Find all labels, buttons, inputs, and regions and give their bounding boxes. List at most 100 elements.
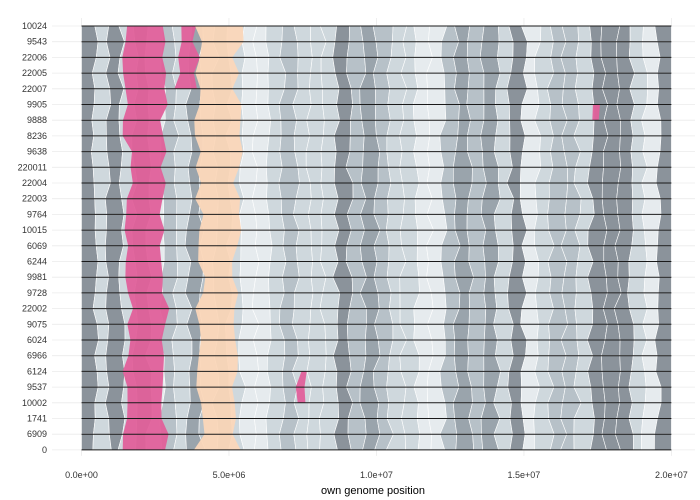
- alignment-band: [91, 151, 110, 168]
- alignment-band: [306, 433, 321, 451]
- alignment-band: [452, 323, 470, 341]
- alignment-band: [173, 371, 191, 388]
- alignment-band: [602, 72, 620, 90]
- alignment-band: [256, 355, 268, 372]
- alignment-band: [444, 104, 460, 121]
- alignment-band: [657, 229, 672, 247]
- row-separators: [81, 25, 672, 451]
- alignment-band: [92, 292, 107, 309]
- alignment-band: [657, 276, 672, 294]
- alignment-band: [162, 229, 177, 247]
- x-tick-label: 5.0e+06: [213, 470, 246, 480]
- alignment-band: [362, 151, 381, 168]
- alignment-band: [94, 355, 107, 372]
- alignment-band: [520, 402, 536, 419]
- alignment-band: [251, 135, 270, 152]
- y-tick-label: 10015: [22, 225, 47, 235]
- alignment-band: [278, 167, 300, 184]
- alignment-band: [93, 418, 110, 435]
- alignment-band: [81, 88, 96, 105]
- alignment-band: [306, 418, 321, 435]
- alignment-band: [534, 57, 555, 74]
- alignment-band: [399, 355, 420, 372]
- alignment-band: [241, 88, 258, 105]
- y-tick-label: 9075: [27, 319, 47, 329]
- alignment-band: [105, 386, 125, 404]
- alignment-band: [519, 198, 538, 215]
- alignment-band: [399, 308, 415, 325]
- alignment-band: [431, 292, 447, 309]
- alignment-band: [320, 135, 337, 152]
- alignment-band: [105, 292, 122, 309]
- alignment-band: [81, 214, 96, 231]
- alignment-band: [616, 198, 633, 215]
- alignment-band: [646, 88, 660, 105]
- alignment-band: [413, 151, 431, 168]
- alignment-band: [241, 135, 254, 152]
- alignment-band: [81, 245, 99, 262]
- alignment-band: [309, 72, 323, 90]
- alignment-band: [495, 104, 510, 121]
- alignment-band: [293, 292, 314, 309]
- alignment-band: [81, 402, 96, 419]
- alignment-band: [467, 135, 483, 152]
- alignment-band: [654, 433, 672, 451]
- alignment-band: [389, 292, 401, 309]
- alignment-band: [347, 418, 367, 435]
- alignment-band: [466, 88, 485, 105]
- alignment-band: [426, 261, 444, 278]
- alignment-band: [92, 167, 111, 184]
- y-tick-label: 1741: [27, 414, 47, 424]
- alignment-band: [643, 276, 660, 294]
- alignment-band: [641, 119, 662, 137]
- y-tick-label: 6244: [27, 257, 47, 267]
- alignment-band: [592, 198, 604, 215]
- alignment-band: [322, 386, 339, 404]
- alignment-band: [81, 198, 96, 215]
- alignment-band: [443, 323, 456, 341]
- alignment-band: [654, 418, 672, 435]
- highlight-region-peach: [193, 26, 244, 450]
- alignment-band: [416, 402, 430, 419]
- alignment-band: [441, 198, 457, 215]
- alignment-band: [547, 261, 568, 278]
- alignment-band: [522, 433, 535, 451]
- alignment-band: [413, 119, 431, 137]
- y-tick-label: 9888: [27, 115, 47, 125]
- alignment-band: [417, 433, 432, 451]
- alignment-band: [266, 135, 282, 152]
- alignment-band: [307, 323, 326, 341]
- y-tick-label: 22003: [22, 194, 47, 204]
- alignment-band: [644, 229, 659, 247]
- alignment-band: [632, 433, 642, 451]
- y-tick-label: 9981: [27, 272, 47, 282]
- alignment-band: [399, 276, 420, 294]
- alignment-band: [105, 339, 126, 357]
- alignment-band: [311, 245, 323, 262]
- y-tick-label: 9537: [27, 382, 47, 392]
- alignment-band: [322, 88, 340, 105]
- alignment-band: [427, 402, 447, 419]
- alignment-band: [453, 57, 470, 74]
- alignment-band: [81, 418, 96, 435]
- alignment-band: [654, 339, 672, 357]
- alignment-band: [346, 308, 367, 325]
- y-tick-label: 22002: [22, 304, 47, 314]
- alignment-band: [105, 229, 124, 247]
- alignment-band: [104, 198, 125, 215]
- alignment-band: [573, 167, 590, 184]
- alignment-band: [579, 198, 595, 215]
- alignment-band: [468, 308, 487, 325]
- alignment-band: [547, 402, 563, 419]
- alignment-band: [81, 41, 99, 58]
- alignment-band: [333, 135, 351, 152]
- alignment-band: [106, 151, 123, 168]
- alignment-band: [563, 261, 578, 278]
- alignment-band: [628, 371, 647, 388]
- alignment-band: [617, 214, 634, 231]
- alignment-band: [641, 198, 662, 215]
- y-tick-label: 9638: [27, 147, 47, 157]
- alignment-band: [657, 292, 672, 309]
- alignment-band: [426, 72, 446, 90]
